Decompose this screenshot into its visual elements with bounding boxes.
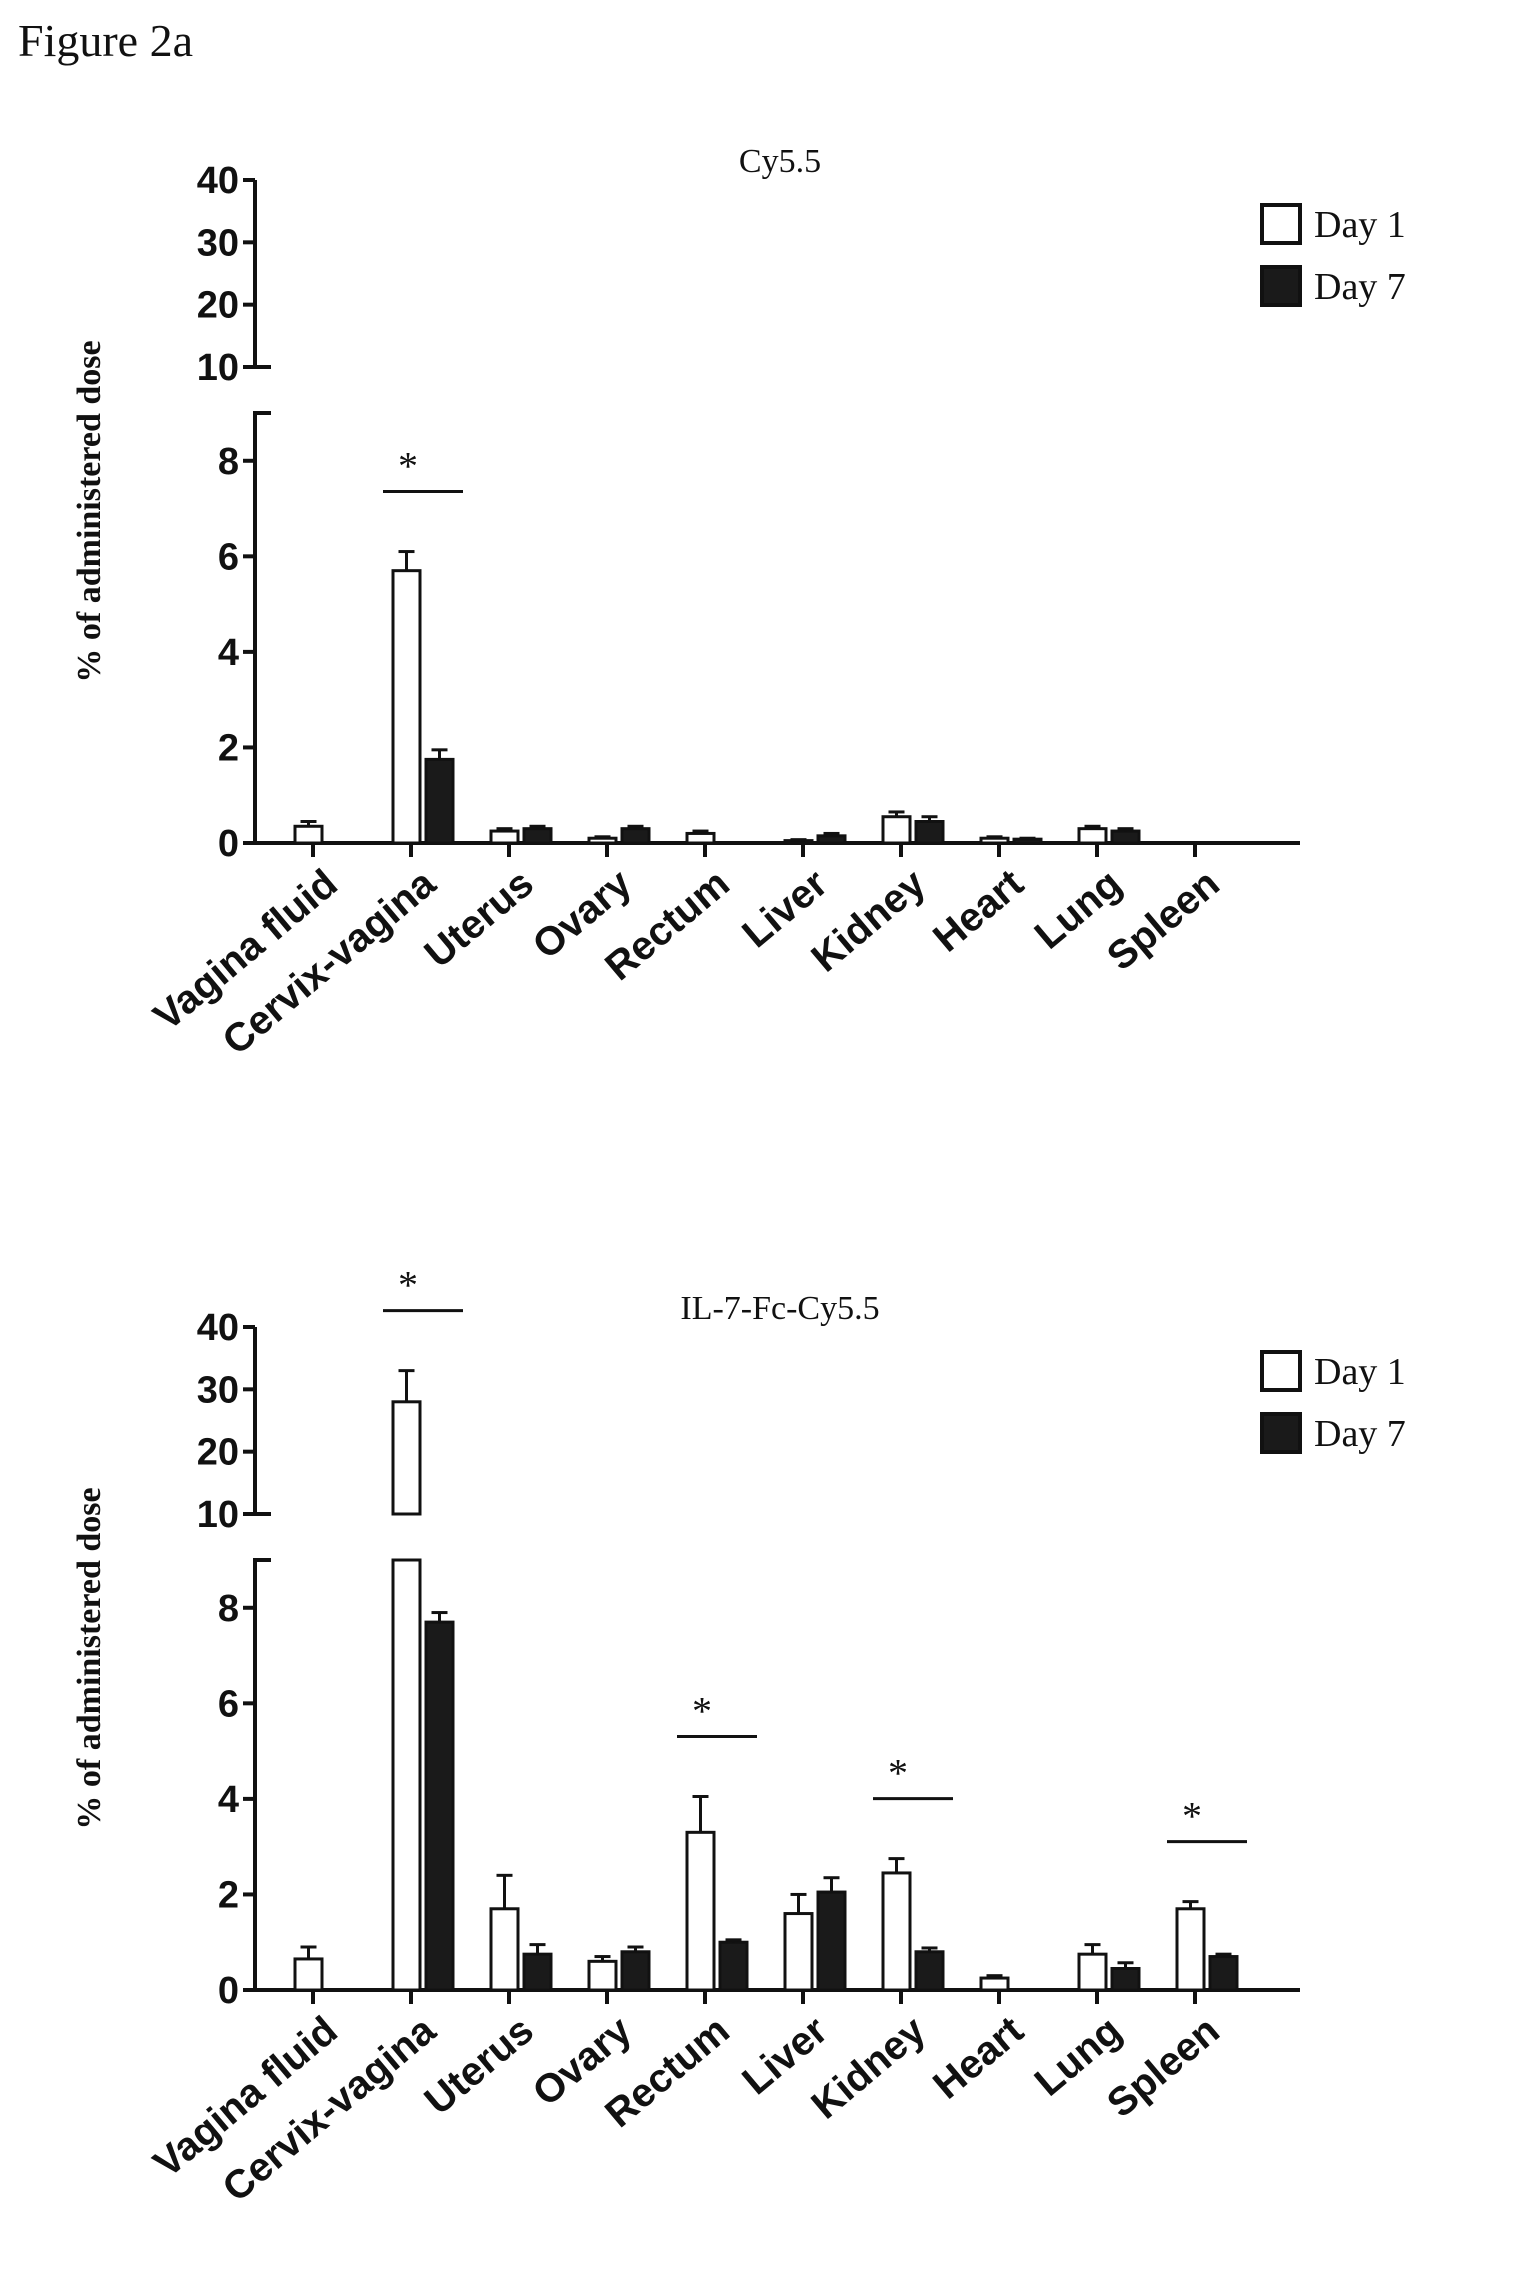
significance-star: * (888, 1751, 908, 1796)
bar-day-1-kidney (881, 815, 912, 845)
legend-swatch-day-7 (1260, 265, 1302, 307)
bar-day-7-kidney (914, 820, 945, 845)
bar-day-7-spleen (1208, 1955, 1239, 1992)
x-category-label-spleen: Spleen (1099, 861, 1228, 979)
y-tick-label-6: 6 (218, 1683, 239, 1725)
legend-swatch-day-1 (1260, 203, 1302, 245)
significance-star: * (398, 1263, 418, 1308)
bar-day-7-liver (816, 1890, 847, 1992)
y-tick-label-20: 20 (197, 285, 239, 327)
y-tick-label-2: 2 (218, 727, 239, 769)
bar-day-1-vagina-fluid (293, 824, 324, 845)
legend-swatch-day-7 (1260, 1412, 1302, 1454)
y-tick-label-30: 30 (197, 222, 239, 264)
y-tick-label-20: 20 (197, 1432, 239, 1474)
x-category-label-heart: Heart (925, 2008, 1032, 2107)
x-category-label-spleen: Spleen (1099, 2008, 1228, 2126)
y-tick-label-30: 30 (197, 1369, 239, 1411)
bar-day-1-spleen (1175, 1907, 1206, 1992)
y-tick-label-4: 4 (218, 1779, 239, 1821)
y-tick-label-40: 40 (197, 1307, 239, 1349)
x-category-label-heart: Heart (925, 861, 1032, 960)
y-tick-label-10: 10 (197, 1494, 239, 1536)
y-tick-label-10: 10 (197, 347, 239, 389)
significance-star: * (692, 1689, 712, 1734)
legend-label-day-1: Day 1 (1314, 204, 1406, 246)
bar-day-7-heart (1012, 837, 1043, 845)
bar-day-7-uterus (522, 827, 553, 845)
bar-day-7-lung (1110, 829, 1141, 845)
y-tick-label-4: 4 (218, 632, 239, 674)
bar-day-1-rectum (685, 1830, 716, 1992)
x-category-label-kidney: Kidney (803, 861, 934, 981)
bar-day-1-uterus (489, 829, 520, 845)
bar-day-1-cervix-vagina (391, 1558, 422, 1992)
bar-day-1-lung (1077, 1952, 1108, 1992)
y-tick-label-6: 6 (218, 536, 239, 578)
bar-day-1-cervix-vagina-upper (391, 1400, 422, 1516)
significance-star: * (1182, 1794, 1202, 1839)
y-tick-label-2: 2 (218, 1874, 239, 1916)
bar-day-1-ovary (587, 836, 618, 845)
y-tick-label-0: 0 (218, 823, 239, 865)
bar-day-1-heart (979, 1976, 1010, 1992)
legend-swatch-day-1 (1260, 1350, 1302, 1392)
y-tick-label-8: 8 (218, 441, 239, 483)
y-tick-label-40: 40 (197, 160, 239, 202)
bar-day-1-vagina-fluid (293, 1957, 324, 1992)
bar-day-1-liver (783, 1912, 814, 1992)
bar-day-1-heart (979, 836, 1010, 845)
chart-title: IL-7-Fc-Cy5.5 (680, 1290, 879, 1327)
bar-day-7-rectum (718, 1940, 749, 1992)
bar-day-1-kidney (881, 1871, 912, 1992)
chart-il7-fc-cy55: IL-7-Fc-Cy5.5% of administered dose 10203… (71, 1263, 1406, 2211)
bar-day-1-rectum (685, 831, 716, 845)
y-tick-label-8: 8 (218, 1588, 239, 1630)
legend-label-day-7: Day 7 (1314, 1413, 1406, 1455)
bar-day-1-lung (1077, 827, 1108, 845)
bar-day-7-uterus (522, 1952, 553, 1992)
bar-day-1-ovary (587, 1959, 618, 1992)
bar-day-1-cervix-vagina (391, 569, 422, 845)
significance-star: * (398, 444, 418, 489)
x-category-label-uterus: Uterus (416, 861, 541, 976)
x-category-label-kidney: Kidney (803, 2008, 934, 2128)
chart-cy55: Cy5.5 % of administered dose 10 20 30 40 0 2 4 6 8… (71, 143, 1406, 1064)
y-axis-label: % of administered dose (71, 340, 108, 682)
bar-day-7-ovary (620, 827, 651, 845)
y-tick-label-0: 0 (218, 1970, 239, 2012)
bar-day-7-lung (1110, 1967, 1141, 1992)
bar-day-7-kidney (914, 1950, 945, 1992)
figure-label: Figure 2a (18, 15, 194, 66)
y-axis-label: % of administered dose (71, 1487, 108, 1829)
chart-title: Cy5.5 (739, 143, 821, 180)
legend-label-day-7: Day 7 (1314, 266, 1406, 308)
legend-label-day-1: Day 1 (1314, 1351, 1406, 1393)
bar-day-7-liver (816, 834, 847, 845)
bar-day-7-ovary (620, 1950, 651, 1992)
bar-day-7-cervix-vagina (424, 1620, 455, 1992)
x-category-label-uterus: Uterus (416, 2008, 541, 2123)
bar-day-1-uterus (489, 1907, 520, 1992)
bar-day-7-cervix-vagina (424, 757, 455, 845)
